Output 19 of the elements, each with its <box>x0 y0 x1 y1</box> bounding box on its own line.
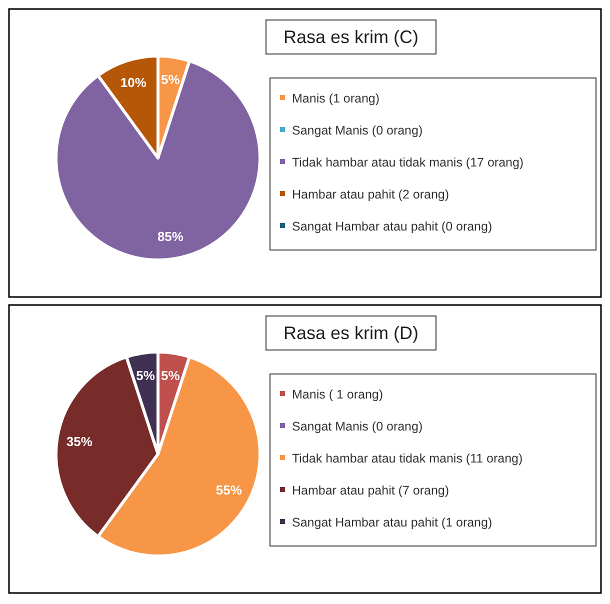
data-label: 10% <box>120 74 147 90</box>
legend-label: Hambar atau pahit (7 orang) <box>292 483 450 498</box>
legend-label: Tidak hambar atau tidak manis (17 orang) <box>292 155 524 170</box>
data-label: 5% <box>161 368 180 383</box>
data-label: 5% <box>161 72 180 87</box>
legend-label: Sangat Manis (0 orang) <box>292 419 423 434</box>
chart-title: Rasa es krim (D) <box>283 323 419 343</box>
data-label: 55% <box>216 482 242 498</box>
legend-label: Tidak hambar atau tidak manis (11 orang) <box>292 451 523 466</box>
data-label: 5% <box>136 368 156 383</box>
legend-label: Manis (1 orang) <box>292 91 380 106</box>
chart-title: Rasa es krim (C) <box>283 27 419 47</box>
legend-label: Manis ( 1 orang) <box>292 387 384 402</box>
legend-label: Sangat Hambar atau pahit (1 orang) <box>292 515 492 530</box>
legend-label: Sangat Manis (0 orang) <box>292 123 423 138</box>
data-label: 85% <box>157 229 184 244</box>
data-label: 35% <box>66 434 93 450</box>
legend-label: Hambar atau pahit (2 orang) <box>292 187 450 202</box>
legend-label: Sangat Hambar atau pahit (0 orang) <box>292 219 492 234</box>
